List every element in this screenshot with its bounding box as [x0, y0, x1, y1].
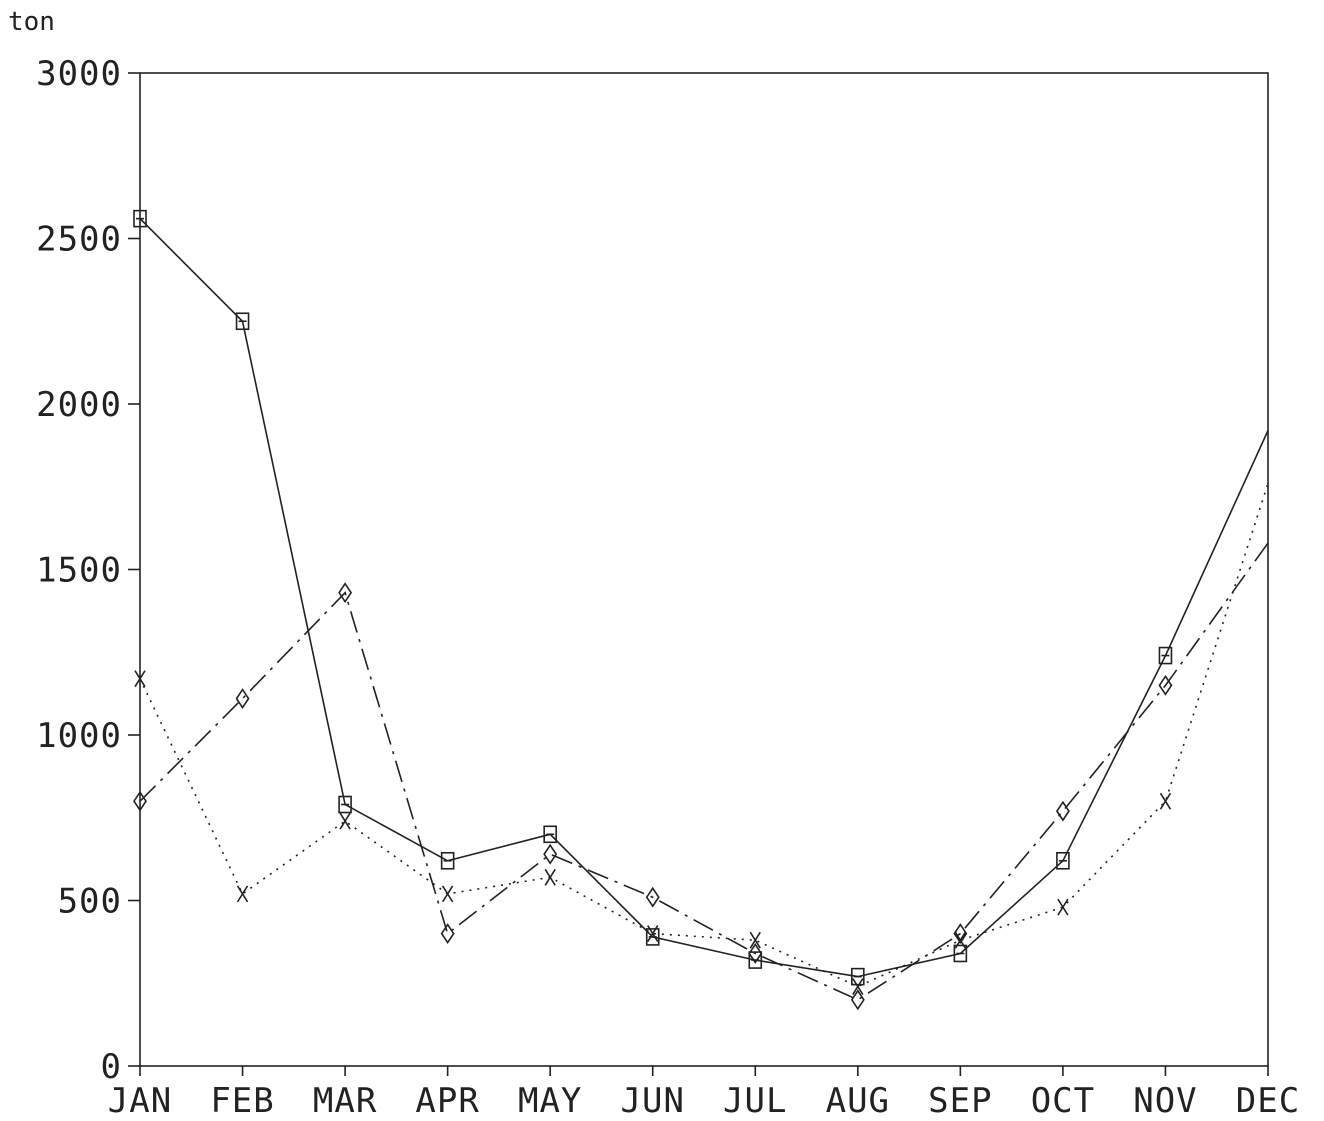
series-line-square	[139, 218, 1269, 978]
square-marker	[645, 928, 660, 946]
x-tick-label: SEP	[928, 1081, 992, 1121]
diamond-marker	[133, 790, 147, 812]
square-marker	[953, 944, 968, 963]
square-marker	[851, 967, 865, 986]
square-marker	[1056, 851, 1070, 870]
x-tick-label: MAY	[518, 1081, 582, 1121]
y-tick-label: 0	[101, 1047, 122, 1087]
square-marker	[748, 951, 763, 969]
diamond-marker	[543, 843, 558, 865]
x-tick-label: NOV	[1133, 1081, 1197, 1121]
x-tick-label: FEB	[210, 1081, 274, 1121]
x-tick-label: AUG	[826, 1081, 890, 1121]
x-tick-label: OCT	[1031, 1081, 1095, 1121]
x-marker	[647, 925, 659, 943]
diamond-marker	[850, 989, 865, 1011]
x-tick-label: DEC	[1236, 1081, 1300, 1121]
series-diamond	[133, 542, 1269, 1011]
x-marker	[954, 931, 967, 949]
y-tick-label: 500	[58, 882, 122, 922]
x-marker	[544, 868, 556, 886]
diamond-marker	[1055, 800, 1070, 822]
diamond-marker	[338, 582, 353, 604]
y-axis-ticks: 0 500 1000 1500 2000 2500 3000	[36, 54, 140, 1087]
diamond-marker	[1158, 674, 1173, 696]
series-line-x	[139, 483, 1269, 988]
square-marker	[440, 851, 455, 870]
x-marker	[749, 931, 761, 949]
square-marker	[235, 312, 250, 331]
diamond-marker	[645, 886, 660, 908]
square-marker	[338, 795, 352, 814]
x-tick-label: JUL	[723, 1081, 787, 1121]
x-marker	[852, 978, 864, 995]
x-marker	[1057, 898, 1069, 916]
series-x	[134, 483, 1269, 995]
diamond-marker	[440, 923, 455, 945]
x-tick-label: JAN	[108, 1081, 172, 1121]
diamond-marker	[235, 688, 250, 710]
x-marker	[134, 670, 146, 688]
x-axis-ticks: JAN FEB MAR APR MAY JUN JUL AUG SEP OCT NOV DEC	[108, 1066, 1300, 1121]
x-tick-label: APR	[415, 1081, 479, 1121]
y-tick-label: 1000	[36, 716, 122, 756]
x-marker	[441, 885, 454, 903]
x-tick-label: JUN	[621, 1081, 685, 1121]
diamond-marker	[953, 923, 968, 945]
square-marker	[1158, 646, 1173, 665]
diamond-marker	[748, 943, 763, 964]
plot-frame	[139, 72, 1269, 1067]
y-tick-label: 2000	[36, 385, 122, 425]
y-unit-label: ton	[8, 7, 55, 37]
x-marker	[1159, 792, 1172, 810]
square-marker	[543, 825, 557, 844]
y-tick-label: 3000	[36, 54, 122, 94]
series-line-diamond	[139, 542, 1269, 1001]
y-tick-label: 2500	[36, 220, 122, 260]
x-marker	[339, 812, 351, 830]
x-tick-label: MAR	[313, 1081, 377, 1121]
series-square	[133, 209, 1269, 986]
y-tick-label: 1500	[36, 551, 122, 591]
square-marker	[133, 209, 147, 228]
x-marker	[236, 885, 249, 903]
series-group	[133, 209, 1269, 1011]
